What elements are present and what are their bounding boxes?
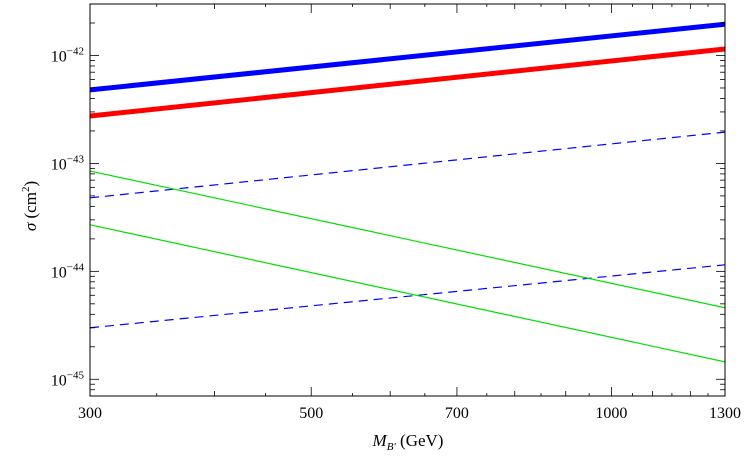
- x-tick-label: 500: [299, 405, 323, 422]
- x-tick-label: 1300: [709, 405, 741, 422]
- y-tick-label: 10−45: [51, 369, 85, 389]
- tick-layer: [89, 3, 726, 397]
- y-tick-label-exponent: −43: [67, 153, 85, 165]
- y-tick-label-base: 10: [51, 264, 67, 281]
- y-tick-label-exponent: −42: [67, 45, 84, 57]
- y-tick-label-exponent: −44: [67, 261, 85, 273]
- series-line-2: [90, 46, 725, 119]
- series-line-3: [90, 131, 725, 199]
- y-tick-label: 10−42: [51, 45, 84, 65]
- y-axis-label: σ (cm2): [20, 181, 40, 231]
- series-line-4: [90, 264, 725, 329]
- x-tick-label: 300: [78, 405, 102, 422]
- x-axis-label-subscript: B': [387, 441, 397, 453]
- series-line-6: [90, 224, 725, 363]
- y-axis-label-symbol: σ: [21, 222, 40, 231]
- x-axis-label-main: M: [372, 431, 388, 450]
- y-tick-label: 10−43: [51, 153, 85, 173]
- series-line-1: [90, 21, 725, 93]
- y-axis-label-close: ): [21, 181, 40, 187]
- y-axis-label-sup: 2: [20, 187, 32, 193]
- plot-frame: [89, 3, 726, 397]
- y-tick-label-base: 10: [51, 156, 67, 173]
- y-tick-label-base: 10: [51, 48, 67, 65]
- y-tick-label-exponent: −45: [67, 369, 85, 381]
- x-axis-label-unit: (GeV): [396, 431, 444, 450]
- x-tick-label: 1000: [595, 405, 627, 422]
- series-layer: [90, 21, 725, 363]
- x-axis-label: MB' (GeV): [372, 431, 444, 453]
- y-tick-label: 10−44: [51, 261, 85, 281]
- series-line-5: [90, 170, 725, 309]
- y-tick-label-base: 10: [51, 372, 67, 389]
- y-axis-label-unit: (cm: [21, 192, 40, 223]
- x-tick-label: 700: [445, 405, 469, 422]
